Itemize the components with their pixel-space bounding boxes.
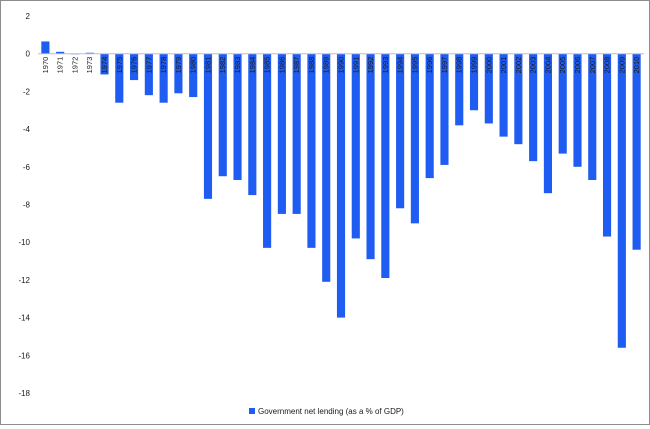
x-category-label: 1999 xyxy=(470,57,479,74)
x-category-label: 1983 xyxy=(233,57,242,74)
bar xyxy=(396,53,405,209)
bar xyxy=(499,53,508,137)
bar xyxy=(233,53,242,180)
bar xyxy=(307,53,316,248)
bar xyxy=(440,53,449,165)
x-category-label: 2002 xyxy=(514,57,523,74)
bar xyxy=(573,53,582,167)
x-category-label: 2006 xyxy=(573,57,582,74)
x-category-label: 1974 xyxy=(100,57,109,74)
x-category-label: 1970 xyxy=(41,57,50,74)
x-category-label: 1998 xyxy=(455,57,464,74)
x-category-label: 1981 xyxy=(203,57,212,74)
y-tick-label: -14 xyxy=(18,314,30,323)
bar xyxy=(292,53,301,214)
x-category-label: 1995 xyxy=(410,57,419,74)
bar xyxy=(410,53,419,224)
x-category-label: 1982 xyxy=(218,57,227,74)
bar xyxy=(484,53,493,124)
bar xyxy=(263,53,272,248)
bar xyxy=(130,53,139,81)
x-category-label: 1996 xyxy=(425,57,434,74)
bar xyxy=(558,53,567,154)
bar xyxy=(174,53,183,94)
category-labels: 1970 1971 1972 1973 1974 1975 1976 1977 1978 1979… xyxy=(41,57,641,74)
bar xyxy=(425,53,434,179)
x-category-label: 1990 xyxy=(337,57,346,74)
legend-swatch xyxy=(249,408,255,414)
bar xyxy=(514,53,523,145)
bar xyxy=(602,53,612,237)
x-category-label: 2008 xyxy=(603,57,612,74)
bar xyxy=(588,53,597,180)
y-axis-ticks: 2 0 -2 -4 -6 -8 -10 -12 -14 -16 -18 xyxy=(18,12,30,398)
y-tick-label: -10 xyxy=(18,238,30,247)
bar xyxy=(159,53,168,103)
x-category-label: 1988 xyxy=(307,57,316,74)
x-category-label: 1976 xyxy=(130,57,139,74)
x-category-label: 1994 xyxy=(396,57,405,74)
bar xyxy=(632,53,641,250)
x-category-label: 1985 xyxy=(263,57,272,74)
legend: Government net lending (as a % of GDP) xyxy=(249,407,404,416)
y-tick-label: -8 xyxy=(23,201,31,210)
y-tick-label: -16 xyxy=(18,351,30,360)
x-category-label: 1987 xyxy=(292,57,301,74)
x-category-label: 1972 xyxy=(70,57,79,74)
bar xyxy=(617,53,626,348)
x-category-label: 1991 xyxy=(351,57,360,74)
x-category-label: 1977 xyxy=(144,57,153,74)
x-category-label: 2001 xyxy=(499,57,508,74)
bar xyxy=(277,53,286,214)
bar xyxy=(351,53,360,239)
x-category-label: 1986 xyxy=(277,57,286,74)
y-tick-label: -6 xyxy=(23,163,31,172)
x-category-label: 2010 xyxy=(632,57,641,74)
bar xyxy=(543,53,552,194)
y-tick-label: 2 xyxy=(26,12,31,21)
bar xyxy=(322,53,331,282)
x-category-label: 1978 xyxy=(159,57,168,74)
y-tick-label: -12 xyxy=(18,276,30,285)
bar xyxy=(189,53,198,98)
x-category-label: 1984 xyxy=(248,57,257,74)
bar xyxy=(248,53,257,196)
x-category-label: 1993 xyxy=(381,57,390,74)
bar xyxy=(336,53,346,318)
y-tick-label: 0 xyxy=(26,50,31,59)
bar xyxy=(218,53,227,177)
bar xyxy=(203,53,213,199)
x-category-label: 1980 xyxy=(189,57,198,74)
bar xyxy=(381,53,390,279)
bar xyxy=(100,53,109,75)
bar xyxy=(41,41,50,54)
x-category-label: 1992 xyxy=(366,57,375,74)
x-category-label: 1979 xyxy=(174,57,183,74)
x-category-label: 1989 xyxy=(322,57,331,74)
x-category-label: 2009 xyxy=(617,57,626,74)
y-tick-label: -4 xyxy=(23,125,31,134)
bar xyxy=(56,51,65,54)
x-category-label: 1975 xyxy=(115,57,124,74)
x-category-label: 1997 xyxy=(440,57,449,74)
bar xyxy=(144,53,153,96)
x-category-label: 2004 xyxy=(543,57,552,74)
x-category-label: 1971 xyxy=(56,57,65,74)
x-category-label: 2005 xyxy=(558,57,567,74)
x-category-label: 2007 xyxy=(588,57,597,74)
x-category-label: 1973 xyxy=(85,57,94,74)
bar xyxy=(366,53,375,260)
bar xyxy=(115,53,124,103)
bar xyxy=(455,53,464,126)
legend-label: Government net lending (as a % of GDP) xyxy=(258,407,404,416)
bar xyxy=(529,53,538,162)
bar xyxy=(469,53,479,111)
bars xyxy=(41,41,641,348)
y-tick-label: -18 xyxy=(18,389,30,398)
x-category-label: 2000 xyxy=(484,57,493,74)
y-tick-label: -2 xyxy=(23,87,31,96)
x-category-label: 2003 xyxy=(529,57,538,74)
